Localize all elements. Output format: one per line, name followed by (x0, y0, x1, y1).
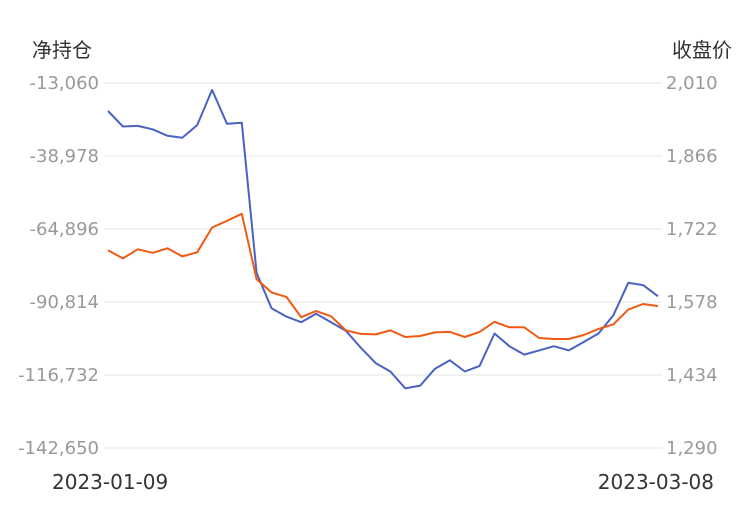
left-y-tick-label: -142,650 (18, 438, 99, 459)
right-y-tick-label: 1,722 (666, 219, 718, 240)
right-y-tick-label: 1,434 (666, 365, 718, 386)
x-start-date-label: 2023-01-09 (52, 470, 168, 494)
left-y-tick-label: -90,814 (30, 292, 99, 313)
left-y-axis-ticks: -13,060 -38,978 -64,896 -90,814 -116,732 -142… (18, 73, 99, 459)
right-y-tick-label: 2,010 (666, 73, 718, 94)
right-y-tick-label: 1,290 (666, 438, 718, 459)
left-y-tick-label: -13,060 (30, 73, 99, 94)
close-price-line (107, 212, 659, 340)
left-y-tick-label: -38,978 (30, 146, 99, 167)
grid-lines (104, 82, 662, 449)
left-y-tick-label: -116,732 (18, 365, 99, 386)
x-end-date-label: 2023-03-08 (598, 470, 714, 494)
right-y-axis-ticks: 2,010 1,866 1,722 1,578 1,434 1,290 (666, 73, 718, 459)
right-y-tick-label: 1,866 (666, 146, 718, 167)
net-position-line (107, 88, 659, 390)
left-y-tick-label: -64,896 (30, 219, 99, 240)
series-lines (107, 88, 659, 390)
right-axis-title: 收盘价 (672, 38, 732, 62)
right-y-tick-label: 1,578 (666, 292, 718, 313)
left-axis-title: 净持仓 (32, 38, 92, 62)
